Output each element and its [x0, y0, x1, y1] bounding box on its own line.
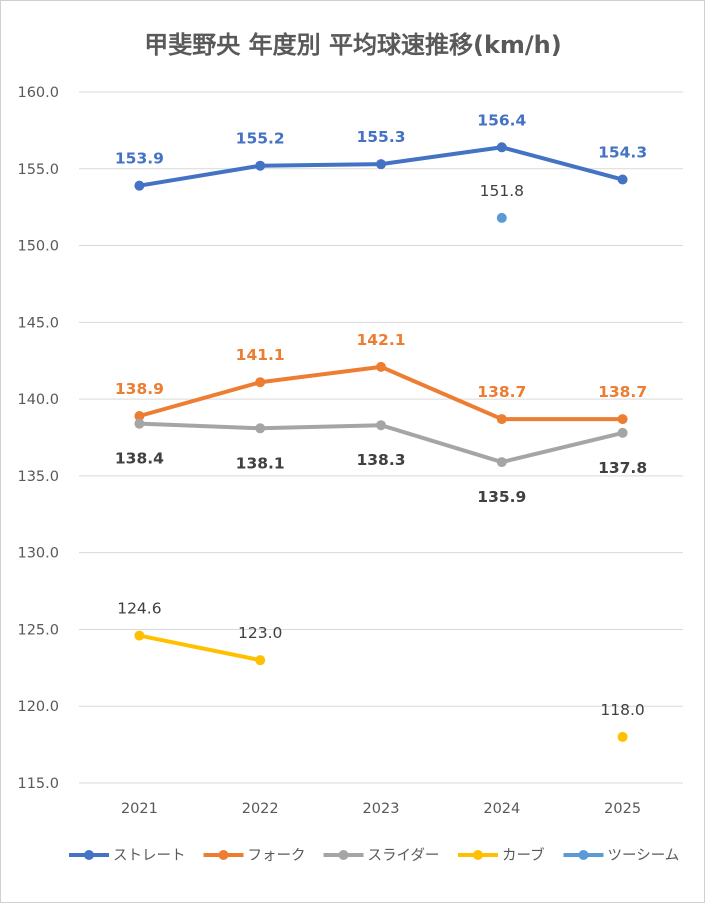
data-point: [255, 377, 266, 388]
data-label: 154.3: [598, 144, 647, 162]
y-tick-label: 150.0: [17, 239, 59, 255]
data-point: [376, 420, 386, 431]
data-label: 155.3: [356, 128, 405, 146]
y-tick-label: 125.0: [17, 622, 59, 638]
data-point: [255, 655, 266, 666]
y-tick-label: 155.0: [17, 162, 59, 178]
data-point: [617, 731, 628, 742]
data-point: [496, 142, 507, 153]
series-3: [134, 630, 628, 742]
chart-title: 甲斐野央 年度別 平均球速推移(km/h): [144, 31, 561, 59]
legend-label: ツーシーム: [608, 848, 680, 864]
data-label: 141.1: [236, 346, 285, 364]
data-label: 155.2: [236, 130, 285, 148]
data-point: [617, 174, 628, 185]
legend-label: ストレート: [113, 848, 186, 864]
y-axis-ticks: 115.0 120.0 125.0 130.0 135.0 140.0 145.0 150.0…: [17, 85, 59, 792]
legend-marker: [84, 850, 94, 860]
x-tick-label: 2023: [363, 801, 400, 817]
legend-item: ストレート: [69, 848, 186, 864]
data-label: 138.7: [598, 383, 647, 401]
series-0: [134, 142, 628, 191]
data-point: [134, 630, 145, 641]
legend-label: カーブ: [502, 846, 545, 864]
x-tick-label: 2024: [483, 801, 520, 817]
x-tick-label: 2022: [242, 801, 279, 817]
legend-marker: [338, 850, 349, 860]
data-point: [617, 414, 628, 425]
legend-label: フォーク: [248, 847, 306, 864]
data-point: [255, 160, 266, 171]
y-tick-label: 145.0: [17, 315, 59, 331]
data-label: 138.3: [356, 451, 405, 469]
y-tick-label: 120.0: [17, 699, 59, 715]
legend-item: スライダー: [323, 847, 440, 864]
y-tick-label: 160.0: [17, 85, 59, 101]
x-tick-label: 2021: [121, 801, 158, 817]
data-label: 156.4: [477, 111, 526, 129]
data-point: [496, 212, 507, 223]
legend-marker: [473, 850, 483, 860]
series-4: [496, 212, 507, 223]
series-line: [137, 364, 625, 422]
data-label: 135.9: [477, 488, 526, 506]
data-point: [496, 414, 507, 425]
series-1: [134, 361, 628, 425]
y-tick-label: 115.0: [17, 776, 59, 792]
data-point: [496, 457, 507, 468]
data-point: [376, 361, 386, 372]
legend-item: カーブ: [458, 846, 545, 864]
legend: ストレート フォーク スライダー カーブ ツーシーム: [69, 846, 679, 864]
legend-item: ツーシーム: [563, 848, 680, 864]
data-label: 118.0: [600, 701, 644, 719]
legend-label: スライダー: [368, 847, 440, 864]
series-line: [137, 633, 263, 663]
legend-marker: [218, 850, 229, 860]
data-point: [134, 418, 145, 429]
data-label: 153.9: [115, 150, 164, 168]
data-label: 123.0: [238, 624, 282, 642]
data-point: [255, 423, 266, 434]
series-layer: [134, 142, 628, 742]
data-label: 142.1: [356, 331, 405, 349]
data-point: [134, 180, 145, 191]
series-2: [134, 418, 628, 468]
data-label: 138.9: [115, 380, 164, 398]
gridlines: [79, 91, 683, 784]
data-point: [617, 427, 628, 438]
data-label: 138.1: [236, 454, 285, 472]
x-tick-label: 2025: [604, 801, 641, 817]
legend-item: フォーク: [203, 847, 306, 864]
legend-marker: [578, 850, 589, 860]
data-label: 138.4: [115, 450, 164, 468]
data-point: [376, 159, 386, 170]
y-tick-label: 140.0: [17, 392, 59, 408]
data-point: [134, 411, 145, 422]
data-label: 124.6: [117, 600, 161, 618]
data-labels: 153.9 155.2 155.3 156.4 154.3 138.9 141.1 142.1…: [115, 111, 647, 719]
data-label: 151.8: [480, 182, 524, 200]
y-tick-label: 135.0: [17, 469, 59, 485]
data-label: 137.8: [598, 459, 647, 477]
y-tick-label: 130.0: [17, 546, 59, 562]
x-axis-ticks: 2021 2022 2023 2024 2025: [121, 801, 641, 817]
data-label: 138.7: [477, 383, 526, 401]
